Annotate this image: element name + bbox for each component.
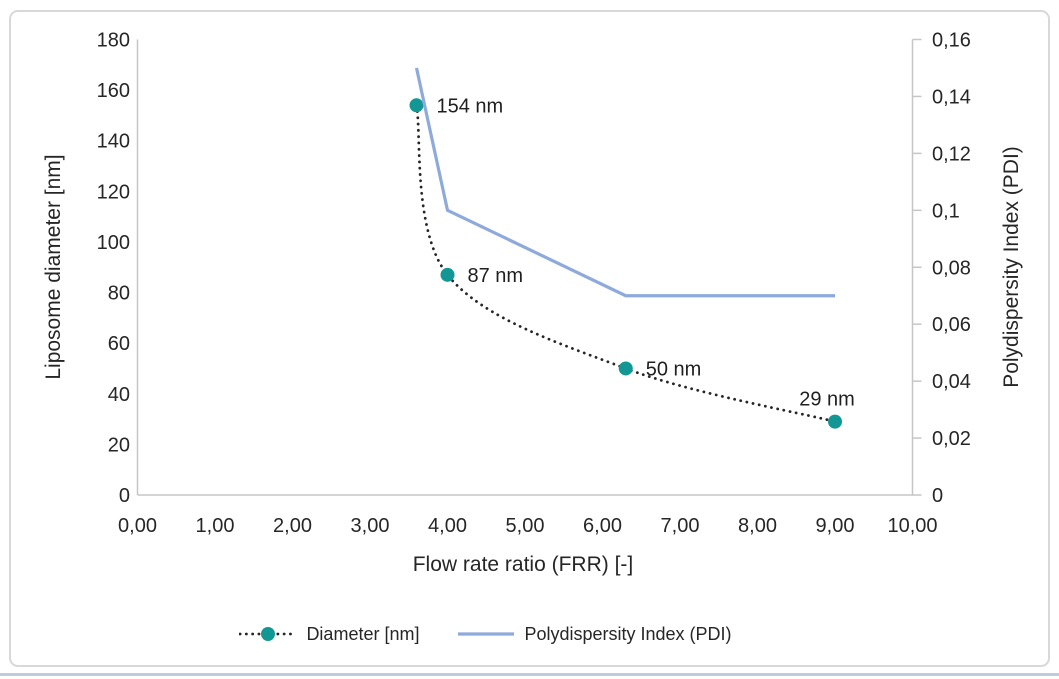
data-point-label: 50 nm bbox=[646, 358, 702, 380]
x-tick-label: 8,00 bbox=[738, 515, 777, 537]
left-y-tick-label: 180 bbox=[97, 30, 130, 52]
legend-label-pdi: Polydispersity Index (PDI) bbox=[524, 623, 732, 644]
right-y-tick-label: 0,04 bbox=[932, 371, 971, 393]
diameter-series-swatch bbox=[239, 627, 298, 641]
x-tick-label: 4,00 bbox=[428, 515, 467, 537]
right-y-tick-label: 0,16 bbox=[932, 30, 971, 52]
data-point-marker bbox=[409, 98, 424, 113]
left-y-tick-label: 80 bbox=[108, 283, 130, 305]
x-axis-title: Flow rate ratio (FRR) [-] bbox=[413, 553, 634, 576]
data-point-label: 87 nm bbox=[468, 265, 524, 287]
data-point-label: 154 nm bbox=[437, 95, 504, 117]
right-axis-title: Polydispersity Index (PDI) bbox=[1000, 146, 1023, 388]
left-axis-title: Liposome diameter [nm] bbox=[42, 154, 65, 379]
left-y-tick-label: 120 bbox=[97, 181, 130, 203]
legend-label-diameter: Diameter [nm] bbox=[306, 623, 420, 644]
left-y-tick-label: 100 bbox=[97, 232, 130, 254]
x-tick-label: 0,00 bbox=[118, 515, 157, 537]
data-point-label: 29 nm bbox=[799, 389, 855, 411]
right-y-tick-label: 0,02 bbox=[932, 428, 971, 450]
x-tick-label: 10,00 bbox=[887, 515, 937, 537]
right-y-tick-label: 0,14 bbox=[932, 86, 971, 108]
left-y-tick-label: 20 bbox=[108, 434, 130, 456]
right-y-tick-label: 0,1 bbox=[932, 200, 960, 222]
legend-entry-diameter: Diameter [nm] bbox=[239, 624, 419, 645]
bottom-divider bbox=[0, 673, 1059, 676]
left-y-tick-label: 140 bbox=[97, 131, 130, 153]
right-y-tick-label: 0,06 bbox=[932, 314, 971, 336]
left-y-tick-label: 60 bbox=[108, 333, 130, 355]
chart-legend: Diameter [nm] Polydispersity Index (PDI) bbox=[0, 619, 971, 649]
x-tick-label: 1,00 bbox=[196, 515, 235, 537]
left-y-tick-label: 0 bbox=[119, 485, 130, 507]
x-tick-label: 7,00 bbox=[661, 515, 700, 537]
right-y-tick-label: 0,08 bbox=[932, 257, 971, 279]
pdi-series-swatch bbox=[458, 632, 515, 636]
left-y-tick-label: 160 bbox=[97, 80, 130, 102]
right-y-tick-label: 0 bbox=[932, 485, 943, 507]
x-tick-label: 6,00 bbox=[583, 515, 622, 537]
data-point-marker bbox=[440, 267, 455, 282]
data-point-marker bbox=[618, 361, 633, 376]
series-line-0 bbox=[415, 103, 837, 424]
x-tick-label: 3,00 bbox=[351, 515, 390, 537]
series-line-1 bbox=[414, 67, 835, 298]
left-y-tick-label: 40 bbox=[108, 384, 130, 406]
legend-entry-pdi: Polydispersity Index (PDI) bbox=[457, 623, 732, 645]
data-point-marker bbox=[828, 414, 842, 429]
diameter-marker-icon bbox=[261, 627, 276, 641]
x-tick-label: 5,00 bbox=[506, 515, 545, 537]
x-tick-label: 9,00 bbox=[816, 515, 855, 537]
x-tick-label: 2,00 bbox=[273, 515, 312, 537]
chart-border bbox=[9, 10, 1050, 667]
right-y-tick-label: 0,12 bbox=[932, 143, 971, 165]
